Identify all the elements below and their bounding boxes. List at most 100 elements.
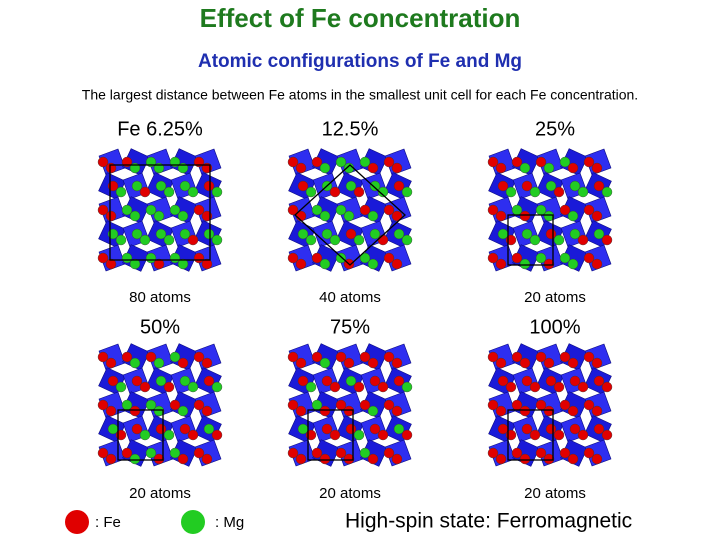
panel-label: 25% — [535, 118, 575, 140]
fe-atom — [295, 453, 307, 465]
fe-atom — [319, 453, 331, 465]
fe-atom — [535, 351, 547, 363]
mg-atom — [187, 186, 199, 198]
fe-atom — [545, 375, 557, 387]
atom-count: 40 atoms — [319, 289, 381, 306]
fe-atom — [543, 258, 555, 270]
fe-atom — [591, 357, 603, 369]
mg-atom — [155, 375, 167, 387]
mg-atom — [601, 186, 613, 198]
mg-atom — [305, 186, 317, 198]
mg-atom — [505, 186, 517, 198]
fe-atom — [129, 405, 141, 417]
fe-atom — [107, 375, 119, 387]
fe-atom — [193, 447, 205, 459]
mg-atom — [545, 180, 557, 192]
fe-atom — [487, 447, 499, 459]
fe-atom — [529, 429, 541, 441]
mg-atom — [305, 234, 317, 246]
mg-atom — [343, 210, 355, 222]
mg-atom — [177, 405, 189, 417]
fe-atom — [577, 429, 589, 441]
mg-atom — [393, 228, 405, 240]
fe-atom — [187, 234, 199, 246]
crystal-structure — [97, 343, 223, 467]
mg-atom — [145, 204, 157, 216]
fe-atom — [367, 162, 379, 174]
fe-atom — [519, 357, 531, 369]
atom-count: 20 atoms — [319, 485, 381, 502]
fe-atom — [287, 399, 299, 411]
unit-cell — [117, 409, 164, 461]
fe-atom — [383, 204, 395, 216]
fe-atom — [295, 258, 307, 270]
mg-atom — [559, 156, 571, 168]
fe-atom — [583, 204, 595, 216]
fe-atom — [295, 357, 307, 369]
slide-title: Effect of Fe concentration — [200, 3, 521, 33]
mg-atom — [519, 258, 531, 270]
fe-atom — [583, 351, 595, 363]
fe-atom — [495, 405, 507, 417]
mg-atom — [543, 210, 555, 222]
fe-atom — [383, 351, 395, 363]
fe-atom — [495, 162, 507, 174]
fe-atom — [391, 405, 403, 417]
mg-atom — [529, 186, 541, 198]
mg-atom — [163, 429, 175, 441]
mg-atom — [577, 186, 589, 198]
fe-atom — [97, 447, 109, 459]
fe-atom — [591, 405, 603, 417]
fe-atom — [97, 399, 109, 411]
fe-atom — [391, 210, 403, 222]
mg-atom — [319, 357, 331, 369]
fe-atom — [593, 375, 605, 387]
fe-atom — [601, 381, 613, 393]
atom-count: 20 atoms — [524, 485, 586, 502]
fe-atom — [567, 162, 579, 174]
fe-atom — [345, 228, 357, 240]
fe-atom — [311, 351, 323, 363]
atom-count: 20 atoms — [524, 289, 586, 306]
fe-atom — [297, 375, 309, 387]
mg-atom — [155, 228, 167, 240]
fe-atom — [369, 423, 381, 435]
mg-atom — [203, 228, 215, 240]
mg-atom — [367, 210, 379, 222]
mg-atom — [169, 447, 181, 459]
fe-atom — [201, 405, 213, 417]
fe-atom — [353, 381, 365, 393]
fe-atom — [343, 357, 355, 369]
fe-atom — [593, 423, 605, 435]
fe-atom — [559, 399, 571, 411]
fe-atom — [495, 210, 507, 222]
crystal-structure — [287, 148, 413, 272]
mg-atom — [367, 405, 379, 417]
fe-atom — [193, 351, 205, 363]
fe-atom — [535, 156, 547, 168]
mg-atom — [359, 252, 371, 264]
mg-atom — [153, 357, 165, 369]
mg-atom — [305, 381, 317, 393]
legend-fe: : Fe — [95, 514, 121, 531]
fe-atom — [567, 405, 579, 417]
unit-cell — [109, 164, 211, 261]
mg-atom — [359, 447, 371, 459]
mg-atom — [179, 228, 191, 240]
fe-atom — [343, 453, 355, 465]
fe-atom — [519, 405, 531, 417]
mg-atom — [319, 258, 331, 270]
fe-atom — [287, 351, 299, 363]
fe-atom — [287, 252, 299, 264]
mg-atom — [131, 180, 143, 192]
fe-atom — [391, 357, 403, 369]
fe-atom — [519, 210, 531, 222]
fe-atom — [521, 180, 533, 192]
fe-atom — [139, 381, 151, 393]
fe-atom — [519, 453, 531, 465]
mg-atom — [569, 180, 581, 192]
mg-atom — [145, 447, 157, 459]
fe-atom — [583, 252, 595, 264]
panel-label: 75% — [330, 316, 370, 338]
mg-atom — [139, 429, 151, 441]
